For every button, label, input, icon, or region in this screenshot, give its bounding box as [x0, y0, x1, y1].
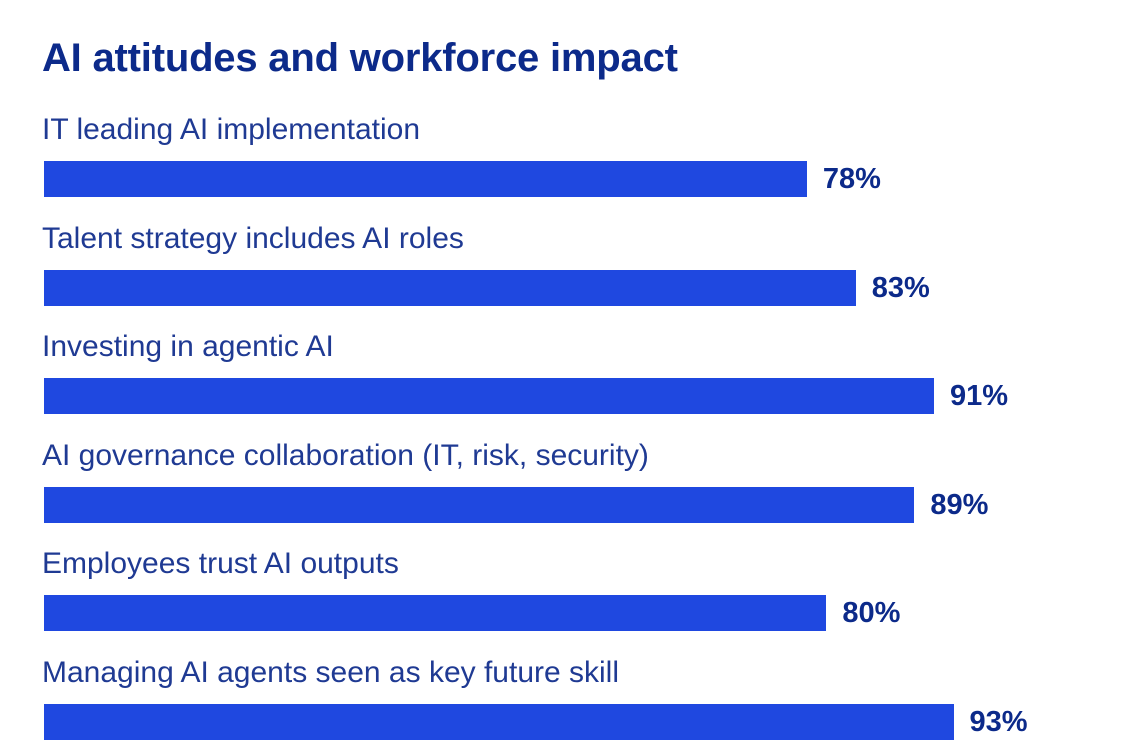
bar: [44, 161, 807, 197]
category-label: IT leading AI implementation: [42, 113, 421, 146]
value-label: 83%: [871, 271, 930, 304]
category-label: Talent strategy includes AI roles: [42, 221, 464, 255]
bar: [44, 704, 954, 740]
category-label: Employees trust AI outputs: [42, 547, 399, 581]
value-label: 91%: [949, 380, 1009, 413]
category-label: Managing AI agents seen as key future sk…: [42, 656, 620, 689]
value-label: 80%: [842, 597, 901, 630]
bar: [44, 486, 915, 523]
bar: [44, 595, 827, 632]
category-label: AI governance collaboration (IT, risk, s…: [42, 438, 649, 472]
value-label: 78%: [822, 163, 881, 195]
category-label: Investing in agentic AI: [42, 330, 334, 364]
chart-title: AI attitudes and workforce impact: [42, 36, 678, 80]
value-label: 93%: [969, 706, 1028, 738]
value-label: 89%: [930, 488, 989, 521]
bar: [44, 269, 856, 306]
bar: [44, 378, 934, 415]
